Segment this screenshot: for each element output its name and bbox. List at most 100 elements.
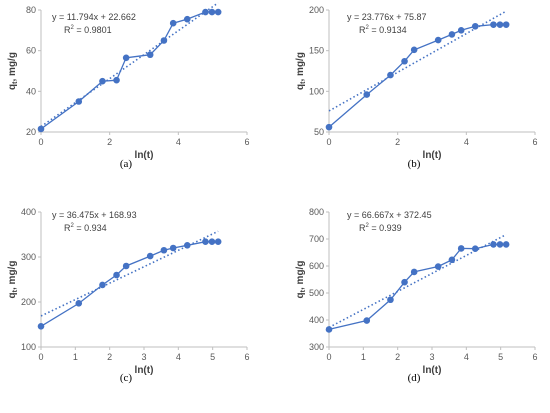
data-point	[457, 27, 465, 34]
r-squared-label: R	[359, 25, 366, 35]
r-squared-exponent: 2	[366, 223, 370, 229]
trend-equation: y = 23.776x + 75.87	[347, 12, 427, 22]
y-tick-label: 100	[309, 86, 324, 96]
data-point	[202, 8, 209, 16]
x-tick-label: 0	[326, 137, 331, 147]
y-axis-label: qt, mg/g	[295, 261, 307, 299]
data-point	[410, 46, 418, 54]
y-axis-label-rest: , mg/g	[295, 52, 306, 81]
trendline	[328, 233, 507, 329]
data-point	[208, 238, 216, 245]
x-tick-label: 5	[498, 352, 503, 362]
y-axis-label-rest: , mg/g	[7, 52, 18, 81]
r-squared-value: = 0.934	[74, 223, 107, 233]
r-squared-value: = 0.939	[369, 223, 402, 233]
data-point	[160, 37, 168, 44]
x-tick-label: 0	[38, 352, 43, 362]
y-tick-label: 200	[309, 5, 324, 15]
x-tick-label: 5	[210, 352, 215, 362]
y-tick-label: 400	[21, 207, 36, 217]
r-squared: R2 = 0.939	[359, 223, 402, 233]
data-point	[99, 77, 106, 85]
data-point	[490, 241, 497, 248]
data-point	[183, 242, 191, 249]
x-tick-label: 2	[107, 352, 112, 362]
data-point	[208, 8, 216, 16]
y-tick-label: 20	[26, 127, 36, 137]
y-axis-label-rest: , mg/g	[295, 261, 306, 290]
x-tick-label: 1	[361, 352, 366, 362]
data-point	[448, 31, 456, 38]
trendline	[40, 2, 219, 128]
x-tick-label: 4	[464, 137, 469, 147]
data-point	[160, 246, 168, 254]
data-point	[434, 263, 442, 270]
data-point	[214, 8, 222, 16]
data-point	[169, 244, 177, 252]
y-tick-label: 150	[309, 46, 324, 56]
data-point	[496, 21, 504, 28]
r-squared-exponent: 2	[366, 25, 370, 31]
y-tick-label: 500	[309, 288, 324, 298]
y-tick-label: 60	[26, 46, 36, 56]
y-axis-label-main: q	[295, 292, 306, 298]
data-point	[434, 36, 442, 44]
data-point	[99, 281, 106, 289]
y-tick-label: 300	[21, 252, 36, 262]
panel-a: 20 40 60 80 0 2 4 6 ln(t) qt, mg/g y = 11.794x + 2…	[7, 2, 250, 170]
data-point	[75, 98, 83, 105]
r-squared: R2 = 0.934	[64, 223, 107, 233]
data-point	[410, 268, 418, 276]
y-axis-label-sub: t	[300, 289, 307, 292]
trend-equation: y = 36.475x + 168.93	[52, 210, 137, 220]
data-point	[122, 262, 130, 270]
series-line	[328, 23, 507, 128]
y-axis-label: qt, mg/g	[7, 52, 19, 90]
y-axis-label-rest: , mg/g	[7, 261, 18, 290]
panel-caption: (d)	[408, 372, 421, 384]
data-point	[169, 19, 177, 27]
panel-caption: (a)	[120, 158, 133, 170]
x-tick-label: 4	[464, 352, 469, 362]
y-tick-label: 80	[26, 5, 36, 15]
panel-c: 100 200 300 400 0 1 2 3 4 5 6 ln(t) qt, mg/g y = 36.4…	[7, 207, 250, 384]
y-tick-label: 400	[309, 315, 324, 325]
data-point	[401, 57, 408, 65]
x-tick-label: 6	[244, 352, 249, 362]
data-point	[183, 15, 191, 23]
x-tick-label: 4	[176, 137, 181, 147]
series-line	[40, 241, 219, 327]
r-squared-exponent: 2	[71, 25, 75, 31]
r-squared-label: R	[64, 223, 71, 233]
data-point	[325, 326, 333, 333]
x-tick-label: 2	[395, 137, 400, 147]
data-point	[490, 21, 497, 28]
y-axis-label-sub: t	[300, 81, 307, 84]
panel-caption: (b)	[408, 158, 421, 170]
data-point	[496, 241, 504, 248]
data-point	[363, 317, 371, 324]
data-point	[502, 241, 510, 248]
y-axis-label-sub: t	[12, 289, 19, 292]
x-tick-label: 2	[395, 352, 400, 362]
data-point	[401, 278, 408, 286]
x-axis-label: ln(t)	[135, 150, 154, 161]
y-tick-label: 40	[26, 86, 36, 96]
data-point	[448, 256, 456, 264]
y-tick-label: 100	[21, 342, 36, 352]
panel-d: 300 400 500 600 700 800 0 1 2 3 4 5 6 ln(t) qt, mg/g y …	[295, 207, 538, 384]
x-axis-label: ln(t)	[423, 150, 442, 161]
panel-caption: (c)	[120, 372, 133, 384]
data-point	[37, 125, 45, 133]
x-tick-label: 6	[532, 137, 537, 147]
x-tick-label: 0	[38, 137, 43, 147]
data-point	[457, 245, 465, 252]
data-point	[146, 252, 154, 260]
x-tick-label: 3	[429, 352, 434, 362]
data-point	[471, 245, 479, 253]
data-point	[113, 76, 120, 84]
data-point	[325, 123, 333, 131]
data-point	[75, 300, 83, 307]
data-point	[202, 238, 209, 245]
